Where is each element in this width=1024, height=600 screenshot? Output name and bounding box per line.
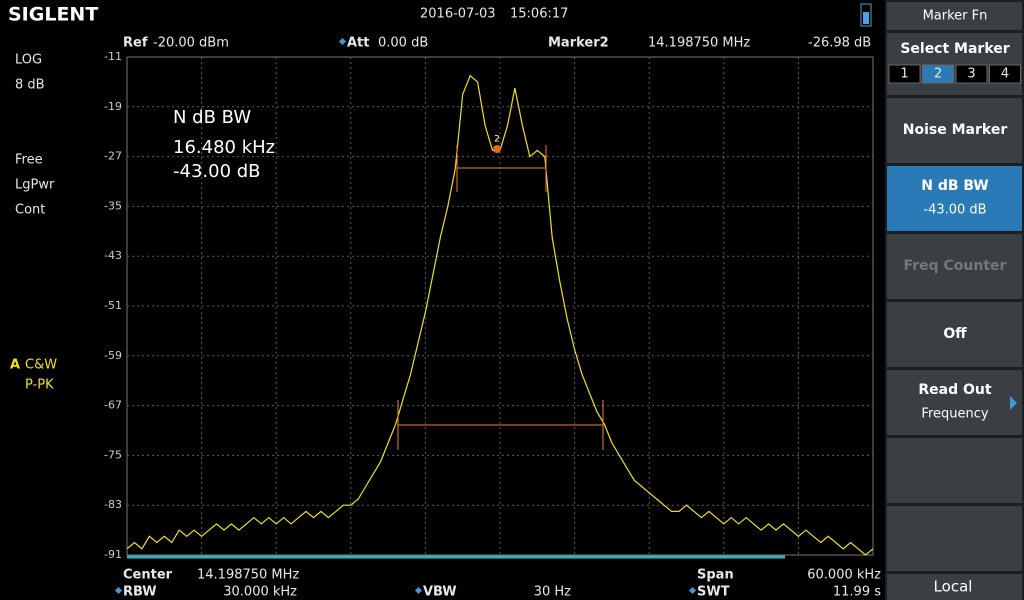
submenu-arrow xyxy=(1010,396,1017,410)
ndb-key[interactable]: N dB BW xyxy=(921,178,989,194)
scale-div: 8 dB xyxy=(15,78,45,93)
noise-marker-key[interactable]: Noise Marker xyxy=(903,122,1008,138)
center-value: 14.198750 MHz xyxy=(197,568,299,583)
ndb-bandwidth: 16.480 kHz xyxy=(173,137,275,158)
y-tick-label: -27 xyxy=(104,150,122,163)
marker-tab[interactable] xyxy=(955,64,988,84)
ref-label: Ref xyxy=(123,36,148,51)
marker-level: -26.98 dB xyxy=(808,36,871,51)
center-label: Center xyxy=(123,568,173,583)
diamond-icon xyxy=(414,586,423,595)
y-tick-label: -11 xyxy=(104,50,122,63)
time: 15:06:17 xyxy=(510,7,568,22)
rbw-value: 30.000 kHz xyxy=(223,585,297,600)
att-value: 0.00 dB xyxy=(378,36,428,51)
select-marker-label: Select Marker xyxy=(900,41,1009,57)
y-tick-label: -67 xyxy=(104,399,122,412)
marker-tab[interactable] xyxy=(989,64,1021,84)
select-marker-box xyxy=(887,33,1022,95)
plot: -11 -19 -27 -35 -43 -51 -59 -67 -75 -83 -91 xyxy=(104,50,874,561)
span-label: Span xyxy=(697,568,734,583)
vbw-label: VBW xyxy=(423,585,457,600)
swt-label: SWT xyxy=(697,585,730,600)
ndb-key-value: -43.00 dB xyxy=(923,203,986,218)
marker-tab-label: 4 xyxy=(1001,67,1009,82)
span-value: 60.000 kHz xyxy=(807,568,881,583)
softkey[interactable] xyxy=(887,438,1022,503)
diamond-icon xyxy=(688,586,697,595)
marker-tabs: 1 2 3 4 xyxy=(888,64,1021,84)
ref-value: -20.00 dBm xyxy=(153,36,229,51)
menu-title: Marker Fn xyxy=(923,9,988,24)
trace-mode: C&W xyxy=(25,358,57,373)
sweep: Cont xyxy=(15,203,45,218)
date: 2016-07-03 xyxy=(420,7,496,22)
menu-title-box xyxy=(887,2,1022,30)
marker-tab-label: 2 xyxy=(934,67,942,82)
vbw-value: 30 Hz xyxy=(534,585,571,600)
avg-type: LgPwr xyxy=(15,178,55,193)
readout-key[interactable]: Read Out xyxy=(918,382,991,398)
off-key[interactable]: Off xyxy=(943,326,967,342)
battery-icon xyxy=(860,3,872,27)
softkey[interactable] xyxy=(887,370,1022,435)
y-tick-label: -83 xyxy=(104,498,122,511)
softkey[interactable] xyxy=(887,234,1022,299)
softkey[interactable] xyxy=(887,506,1022,571)
marker-freq: 14.198750 MHz xyxy=(648,36,750,51)
battery-level xyxy=(863,12,869,24)
local[interactable]: Local xyxy=(934,578,973,596)
y-tick-label: -51 xyxy=(104,299,122,312)
ndb-level: -43.00 dB xyxy=(173,161,261,182)
marker-id: 2 xyxy=(494,135,500,145)
y-tick-label: -35 xyxy=(104,199,122,212)
diamond-icon xyxy=(114,586,123,595)
freq-counter-key[interactable]: Freq Counter xyxy=(904,258,1007,274)
att-label: Att xyxy=(347,36,370,51)
marker-tab-label: 3 xyxy=(967,67,975,82)
trace-id: A xyxy=(10,358,20,373)
scale-type: LOG xyxy=(15,53,42,68)
ndb-title: N dB BW xyxy=(173,107,251,128)
y-tick-label: -91 xyxy=(104,548,122,561)
softkey[interactable] xyxy=(887,98,1022,163)
readout-value: Frequency xyxy=(921,407,988,422)
softkey[interactable] xyxy=(887,302,1022,367)
marker-label: Marker2 xyxy=(548,36,609,51)
marker-tab[interactable] xyxy=(922,64,954,84)
y-tick-label: -75 xyxy=(104,448,122,461)
y-tick-label: -19 xyxy=(104,100,122,113)
brand: SIGLENT xyxy=(8,4,98,26)
y-tick-label: -43 xyxy=(104,249,122,262)
y-tick-label: -59 xyxy=(104,349,122,362)
trigger: Free xyxy=(15,153,43,168)
softkey-active[interactable] xyxy=(887,166,1022,231)
swt-value: 11.99 s xyxy=(833,585,881,600)
marker-tab[interactable] xyxy=(888,64,921,84)
marker-tab-label: 1 xyxy=(900,67,908,82)
detector: P-PK xyxy=(25,378,54,393)
marker-point xyxy=(493,145,501,153)
rbw-label: RBW xyxy=(123,585,157,600)
diamond-icon xyxy=(338,37,347,46)
local-box xyxy=(887,574,1022,600)
